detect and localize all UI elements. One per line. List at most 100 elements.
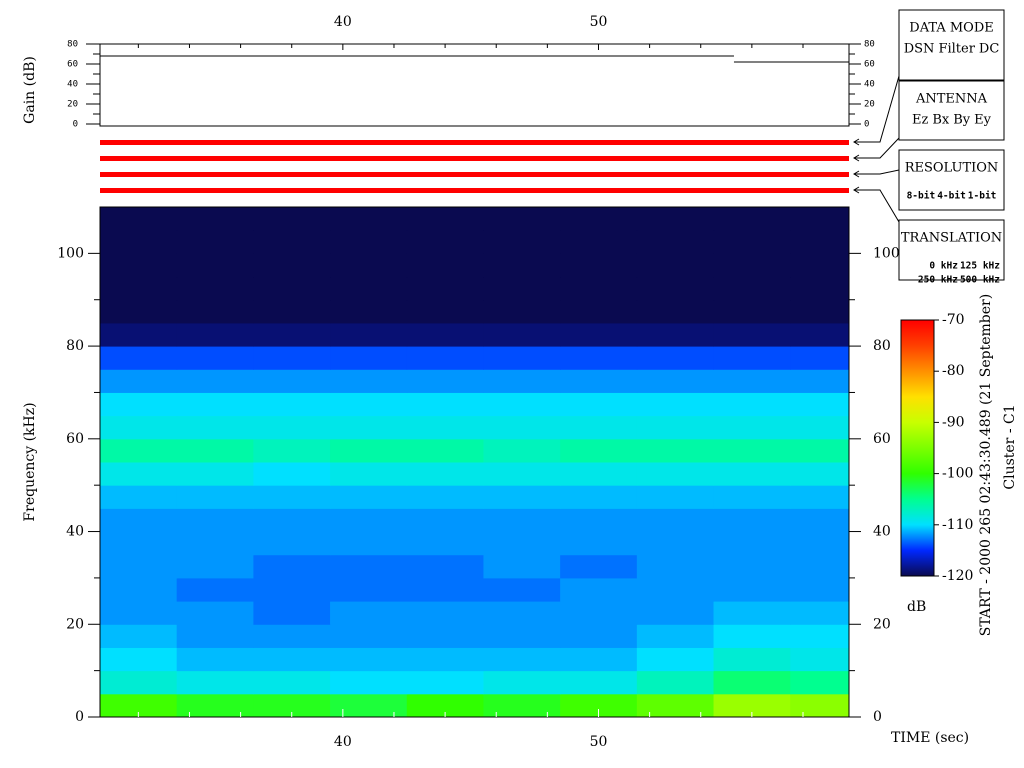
heatmap-cell xyxy=(790,438,850,463)
arrow-head xyxy=(853,138,860,146)
heatmap-cell xyxy=(636,531,715,556)
y-tick-label: 40 xyxy=(66,524,84,540)
heatmap-cell xyxy=(176,462,254,486)
heatmap-cell xyxy=(790,346,850,370)
heatmap-cell xyxy=(790,693,850,718)
status-bar xyxy=(100,172,849,177)
heatmap-cell xyxy=(790,369,850,393)
heatmap-cell xyxy=(176,230,254,254)
heatmap-cell xyxy=(330,392,408,417)
heatmap-cell xyxy=(253,601,331,625)
heatmap-cell xyxy=(253,462,331,486)
heatmap-cell xyxy=(790,230,850,254)
heatmap-cell xyxy=(483,577,561,602)
heatmap-cell xyxy=(330,647,408,672)
heatmap-cell xyxy=(330,601,408,625)
y-tick-label: 80 xyxy=(873,338,891,354)
heatmap-cell xyxy=(560,346,638,370)
heatmap-cell xyxy=(636,693,715,718)
heatmap-cell xyxy=(636,392,715,417)
heatmap-cell xyxy=(100,392,178,417)
mode-box xyxy=(898,149,1005,211)
pointer xyxy=(854,169,900,175)
heatmap-cell xyxy=(330,207,408,231)
heatmap-cell xyxy=(483,299,561,324)
heatmap-cell xyxy=(100,601,178,625)
mode-box-item: 8-bit xyxy=(907,191,936,202)
heatmap-cell xyxy=(636,485,715,509)
heatmap-cell xyxy=(636,601,715,625)
heatmap-cell xyxy=(100,369,178,393)
heatmap-cell xyxy=(483,253,561,278)
heatmap-cell xyxy=(176,601,254,625)
heatmap-cell xyxy=(330,415,408,440)
heatmap-cell xyxy=(560,392,638,417)
colorbar-tick-label: -70 xyxy=(942,312,965,328)
heatmap-cell xyxy=(713,531,791,556)
heatmap-cell xyxy=(560,508,638,533)
heatmap-cell xyxy=(176,207,254,231)
heatmap-cell xyxy=(483,508,561,533)
heatmap-cell xyxy=(560,601,638,625)
heatmap-cell xyxy=(790,624,850,648)
heatmap-cell xyxy=(560,299,638,324)
heatmap-cell xyxy=(330,485,408,509)
heatmap-cell xyxy=(100,647,178,672)
heatmap-cell xyxy=(406,253,484,278)
heatmap-cell xyxy=(406,438,484,463)
heatmap-cell xyxy=(483,346,561,370)
heatmap-cell xyxy=(560,415,638,440)
colorbar-tick-label: -100 xyxy=(942,466,973,482)
pointer xyxy=(854,75,900,143)
mode-box-title: TRANSLATION xyxy=(901,231,1002,246)
heatmap-cell xyxy=(790,299,850,324)
plot-frame xyxy=(99,206,850,718)
heatmap-cell xyxy=(713,346,791,370)
heatmap-cell xyxy=(483,647,561,672)
heatmap-cell xyxy=(790,253,850,278)
arrow-head xyxy=(853,170,860,178)
mode-box-item: 250 kHz xyxy=(918,275,958,286)
heatmap-cell xyxy=(713,577,791,602)
status-bar xyxy=(100,156,849,161)
gain-tick-label: 60 xyxy=(67,60,78,70)
heatmap-cell xyxy=(253,253,331,278)
y-axis-label: Frequency (kHz) xyxy=(22,402,38,521)
heatmap-cell xyxy=(713,670,791,695)
heatmap-cell xyxy=(636,322,715,347)
pointer xyxy=(854,189,900,223)
heatmap-cell xyxy=(560,253,638,278)
heatmap-cell xyxy=(253,647,331,672)
mode-box xyxy=(898,9,1005,81)
heatmap-cell xyxy=(636,670,715,695)
heatmap-cell xyxy=(100,693,178,718)
heatmap-cell xyxy=(790,531,850,556)
x-tick-label: 50 xyxy=(590,734,608,750)
heatmap-cell xyxy=(560,647,638,672)
heatmap-cell xyxy=(483,462,561,486)
gain-tick-label: 60 xyxy=(864,60,875,70)
heatmap-cell xyxy=(636,207,715,231)
heatmap-cell xyxy=(100,670,178,695)
heatmap-cell xyxy=(790,276,850,301)
heatmap-cell xyxy=(483,485,561,509)
heatmap-cell xyxy=(636,276,715,301)
mode-box-item: DC xyxy=(979,42,999,57)
colorbar-label: dB xyxy=(907,599,926,615)
heatmap-cell xyxy=(636,462,715,486)
heatmap-cell xyxy=(100,438,178,463)
y-tick-label: 80 xyxy=(66,338,84,354)
mode-box-item: Filter xyxy=(938,42,975,57)
heatmap-cell xyxy=(406,369,484,393)
heatmap-cell xyxy=(330,670,408,695)
pointer xyxy=(854,137,900,159)
heatmap-cell xyxy=(100,346,178,370)
heatmap-cell xyxy=(176,438,254,463)
heatmap xyxy=(100,207,850,718)
mode-box-item: Ez xyxy=(912,113,928,128)
heatmap-cell xyxy=(330,299,408,324)
heatmap-cell xyxy=(330,438,408,463)
heatmap-cell xyxy=(406,670,484,695)
heatmap-cell xyxy=(253,670,331,695)
